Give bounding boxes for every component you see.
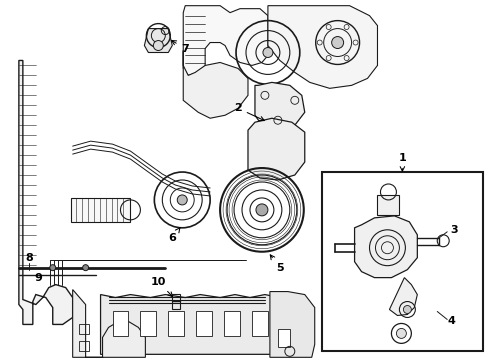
Circle shape: [255, 204, 267, 216]
Text: 7: 7: [171, 41, 189, 54]
Bar: [224, 311, 240, 336]
Circle shape: [396, 328, 406, 338]
Circle shape: [263, 48, 272, 58]
Polygon shape: [269, 292, 314, 357]
Polygon shape: [388, 278, 416, 315]
Bar: [168, 311, 184, 336]
Bar: [79, 324, 88, 334]
Text: 4: 4: [447, 316, 454, 327]
Text: 6: 6: [168, 228, 180, 243]
Circle shape: [50, 265, 56, 271]
Text: 9: 9: [35, 273, 42, 283]
Polygon shape: [73, 289, 145, 357]
Text: 3: 3: [449, 225, 457, 235]
Bar: [251, 311, 267, 336]
Polygon shape: [247, 118, 304, 180]
Polygon shape: [254, 82, 304, 130]
Polygon shape: [354, 216, 416, 278]
Text: 1: 1: [398, 153, 406, 171]
Polygon shape: [101, 294, 287, 354]
Circle shape: [153, 41, 163, 50]
Bar: [71, 198, 130, 222]
Circle shape: [82, 265, 88, 271]
Polygon shape: [183, 6, 267, 75]
Text: 8: 8: [25, 253, 33, 263]
Text: 10: 10: [150, 276, 172, 297]
Polygon shape: [267, 6, 377, 88]
Bar: [172, 293, 180, 309]
Bar: [112, 311, 128, 336]
Bar: [321, 172, 482, 351]
Circle shape: [331, 37, 343, 49]
Text: 5: 5: [270, 255, 283, 273]
Circle shape: [403, 306, 410, 314]
Bar: [196, 311, 212, 336]
Polygon shape: [377, 195, 399, 215]
Polygon shape: [144, 28, 172, 53]
Bar: [79, 341, 88, 351]
Bar: [140, 311, 156, 336]
Text: 2: 2: [234, 103, 264, 121]
Bar: [277, 329, 289, 347]
Polygon shape: [183, 50, 247, 118]
Circle shape: [177, 195, 187, 205]
Polygon shape: [19, 60, 73, 324]
